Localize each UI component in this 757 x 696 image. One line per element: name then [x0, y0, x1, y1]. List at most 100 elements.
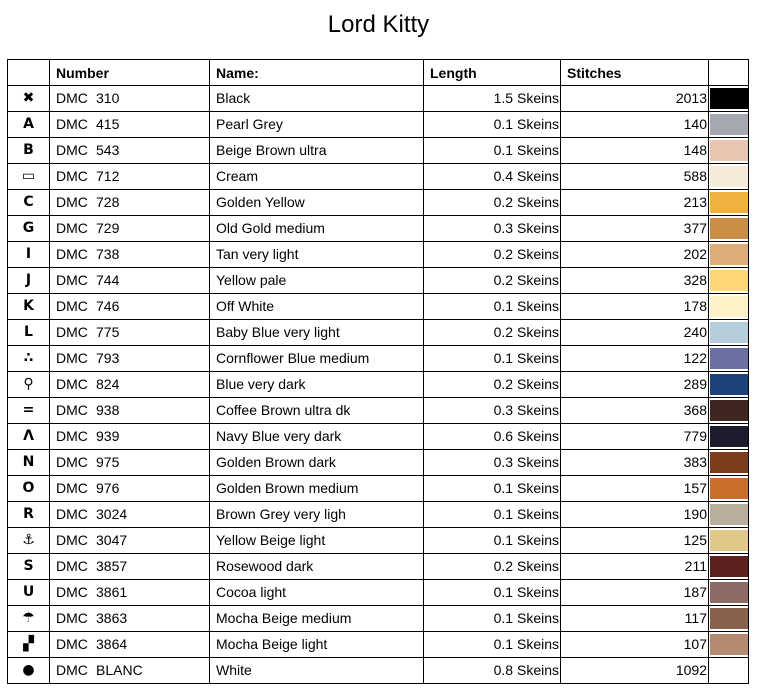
number-cell: DMC 310 — [49, 85, 210, 112]
letter-k-icon: K — [23, 298, 34, 314]
thread-brand: DMC — [56, 142, 88, 158]
length-cell: 0.1 Skeins — [423, 293, 561, 320]
magnifier-icon: ⚲ — [23, 376, 34, 392]
table-row: S DMC 3857 Rosewood dark 0.2 Skeins 211 — [7, 553, 749, 580]
length-cell: 0.1 Skeins — [423, 605, 561, 632]
color-swatch — [710, 296, 748, 317]
thread-brand: DMC — [56, 324, 88, 340]
stitches-cell: 148 — [560, 137, 709, 164]
number-cell: DMC 728 — [49, 189, 210, 216]
color-swatch — [710, 504, 748, 525]
symbol-cell: ▭ — [7, 163, 50, 190]
stitches-cell: 289 — [560, 371, 709, 398]
thread-brand: DMC — [56, 636, 88, 652]
length-cell: 0.3 Skeins — [423, 215, 561, 242]
thread-brand: DMC — [56, 194, 88, 210]
stitches-cell: 588 — [560, 163, 709, 190]
symbol-cell: B — [7, 137, 50, 164]
thread-brand: DMC — [56, 584, 88, 600]
stitches-cell: 140 — [560, 111, 709, 138]
length-cell: 0.4 Skeins — [423, 163, 561, 190]
length-cell: 0.1 Skeins — [423, 475, 561, 502]
letter-a-icon: A — [23, 116, 34, 132]
letter-g-icon: G — [22, 220, 35, 236]
number-cell: DMC 775 — [49, 319, 210, 346]
color-swatch — [710, 270, 748, 291]
name-cell: Cream — [209, 163, 424, 190]
color-swatch — [710, 244, 748, 265]
color-swatch-cell — [708, 137, 749, 164]
color-swatch-cell — [708, 423, 749, 450]
color-swatch — [710, 582, 748, 603]
thread-code: 310 — [96, 90, 120, 106]
table-row: G DMC 729 Old Gold medium 0.3 Skeins 377 — [7, 215, 749, 242]
thread-brand: DMC — [56, 220, 88, 236]
symbol-cell: C — [7, 189, 50, 216]
name-cell: Off White — [209, 293, 424, 320]
length-cell: 0.1 Skeins — [423, 579, 561, 606]
stitches-cell: 1092 — [560, 657, 709, 684]
thread-code: 728 — [96, 194, 120, 210]
length-cell: 0.3 Skeins — [423, 397, 561, 424]
thread-code: 3864 — [96, 636, 128, 652]
number-cell: DMC 3024 — [49, 501, 210, 528]
number-cell: DMC 744 — [49, 267, 210, 294]
stitches-cell: 122 — [560, 345, 709, 372]
color-swatch — [710, 166, 748, 187]
stitches-cell: 107 — [560, 631, 709, 658]
name-cell: Tan very light — [209, 241, 424, 268]
color-swatch-cell — [708, 345, 749, 372]
thread-brand: DMC — [56, 402, 88, 418]
table-row: ● DMC BLANC White 0.8 Skeins 1092 — [7, 657, 749, 684]
symbol-cell: ● — [7, 657, 50, 684]
color-swatch — [710, 88, 748, 109]
stitches-cell: 202 — [560, 241, 709, 268]
name-cell: Rosewood dark — [209, 553, 424, 580]
table-row: R DMC 3024 Brown Grey very ligh 0.1 Skeins 19… — [7, 501, 749, 528]
table-row: B DMC 543 Beige Brown ultra 0.1 Skeins 148 — [7, 137, 749, 164]
color-swatch-cell — [708, 631, 749, 658]
color-swatch-cell — [708, 319, 749, 346]
thread-code: 976 — [96, 480, 120, 496]
letter-b-icon: B — [23, 142, 34, 158]
stitches-cell: 187 — [560, 579, 709, 606]
number-cell: DMC 3047 — [49, 527, 210, 554]
color-swatch-cell — [708, 527, 749, 554]
number-cell: DMC 824 — [49, 371, 210, 398]
stitches-cell: 377 — [560, 215, 709, 242]
stitches-cell: 368 — [560, 397, 709, 424]
symbol-cell: ∴ — [7, 345, 50, 372]
name-cell: Cornflower Blue medium — [209, 345, 424, 372]
length-cell: 1.5 Skeins — [423, 85, 561, 112]
length-cell: 0.3 Skeins — [423, 449, 561, 476]
table-row: ☂ DMC 3863 Mocha Beige medium 0.1 Skeins 117 — [7, 605, 749, 632]
color-swatch — [710, 478, 748, 499]
thread-code: 775 — [96, 324, 120, 340]
umbrella-icon: ☂ — [22, 610, 35, 626]
symbol-cell: N — [7, 449, 50, 476]
name-cell: Golden Brown medium — [209, 475, 424, 502]
thread-code: 824 — [96, 376, 120, 392]
thread-brand: DMC — [56, 662, 88, 678]
thread-code: 938 — [96, 402, 120, 418]
number-cell: DMC 975 — [49, 449, 210, 476]
stitches-cell: 178 — [560, 293, 709, 320]
number-cell: DMC 939 — [49, 423, 210, 450]
color-swatch-cell — [708, 371, 749, 398]
stitches-cell: 328 — [560, 267, 709, 294]
thread-code: 738 — [96, 246, 120, 262]
length-cell: 0.2 Skeins — [423, 189, 561, 216]
table-row: = DMC 938 Coffee Brown ultra dk 0.3 Skeins 36… — [7, 397, 749, 424]
thread-code: 746 — [96, 298, 120, 314]
header-row: Number Name: Length Stitches — [7, 59, 749, 86]
table-row: U DMC 3861 Cocoa light 0.1 Skeins 187 — [7, 579, 749, 606]
symbol-cell: S — [7, 553, 50, 580]
name-cell: Navy Blue very dark — [209, 423, 424, 450]
length-cell: 0.1 Skeins — [423, 345, 561, 372]
table-row: N DMC 975 Golden Brown dark 0.3 Skeins 383 — [7, 449, 749, 476]
table-row: K DMC 746 Off White 0.1 Skeins 178 — [7, 293, 749, 320]
thread-code: 3047 — [96, 532, 128, 548]
number-cell: DMC 976 — [49, 475, 210, 502]
color-swatch — [710, 140, 748, 161]
anchor-icon: ⚓ — [22, 532, 35, 548]
